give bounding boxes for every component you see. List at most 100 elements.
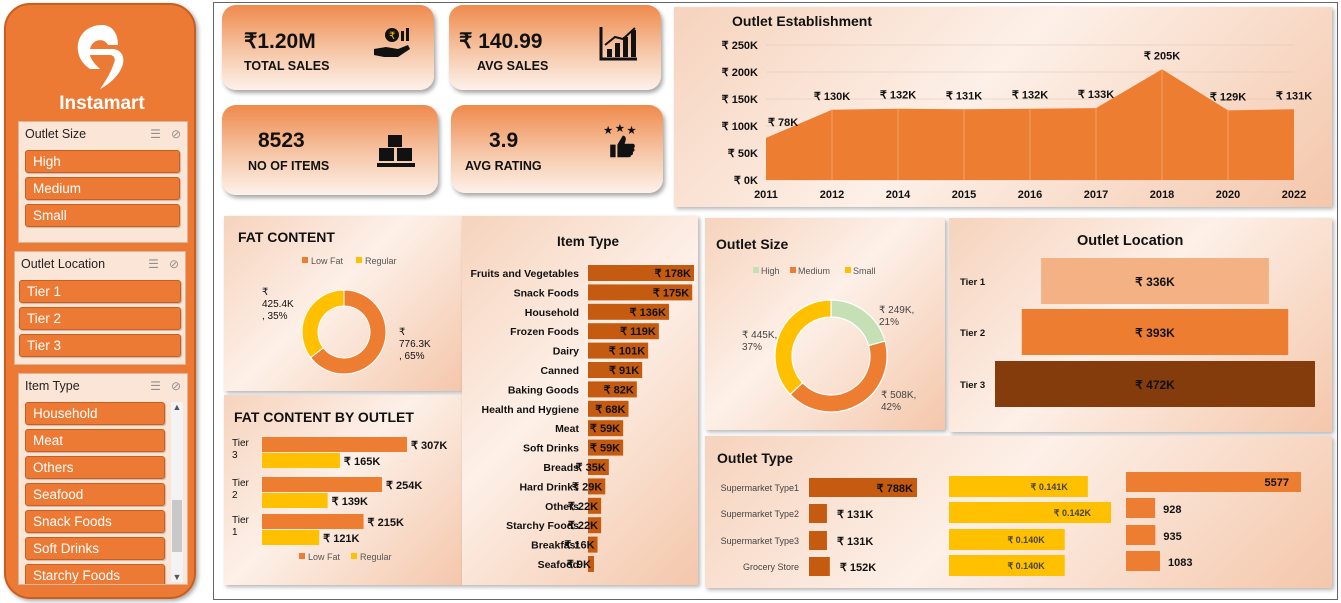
data-label: ₹ 131K bbox=[837, 536, 873, 548]
x-tick-label: 2012 bbox=[820, 189, 844, 201]
data-label: ₹ 175K bbox=[653, 287, 689, 299]
bar bbox=[588, 556, 594, 572]
data-label: ₹ 82K bbox=[604, 384, 634, 396]
data-label: 928 bbox=[1163, 504, 1181, 516]
bar bbox=[262, 530, 320, 545]
data-label: ₹ 393K bbox=[1135, 326, 1175, 340]
category-label: Tier 3 bbox=[232, 438, 250, 461]
data-label: ₹ 130K bbox=[814, 91, 850, 103]
panel-outlet-location: Outlet Location Tier 1 ₹ 336K Tier 2 ₹ 393K… bbox=[949, 218, 1332, 432]
category-label: Tier 1 bbox=[232, 515, 250, 538]
clear-filter-icon[interactable]: ⊘ bbox=[170, 379, 181, 393]
bar bbox=[588, 342, 649, 359]
legend-label: Regular bbox=[360, 552, 392, 562]
panel-outlet-type: Outlet Type Supermarket Type1 Supermarket… bbox=[705, 436, 1332, 588]
bar bbox=[588, 459, 609, 475]
slicer-item-household[interactable]: Household bbox=[25, 402, 165, 425]
slicer-item-type: Item Type ☰ ⊘ Household Meat Others Seafo… bbox=[18, 373, 188, 585]
bar bbox=[262, 493, 328, 508]
bar bbox=[809, 478, 917, 497]
panel-fat-by-outlet: FAT CONTENT BY OUTLET Tier 3 ₹ 307K ₹ 165K T… bbox=[224, 395, 462, 585]
slicer-item-small[interactable]: Small bbox=[25, 204, 180, 227]
slicer-outlet-size: Outlet Size ☰ ⊘ High Medium Small bbox=[18, 121, 188, 243]
category-label: Tier 1 bbox=[960, 277, 986, 288]
y-tick-label: ₹ 0K bbox=[734, 175, 758, 187]
bar bbox=[262, 453, 340, 468]
data-label: ₹ 178K bbox=[655, 268, 691, 280]
data-label: ₹ 307K bbox=[411, 440, 447, 452]
category-label: Tier 3 bbox=[960, 380, 985, 391]
data-label: ₹776.3K, 65% bbox=[399, 327, 431, 362]
data-label: 935 bbox=[1163, 531, 1181, 543]
slicer-item-tier-1[interactable]: Tier 1 bbox=[19, 280, 181, 303]
slicer-scrollbar[interactable]: ▲ ▼ bbox=[171, 402, 183, 582]
scrollbar-thumb[interactable] bbox=[172, 500, 182, 552]
category-label: Dairy bbox=[553, 346, 579, 358]
legend-swatch bbox=[299, 553, 305, 559]
data-label: ₹ 788K bbox=[877, 483, 913, 495]
bar bbox=[588, 420, 624, 437]
data-label: 1083 bbox=[1168, 557, 1192, 569]
data-label: ₹ 136K bbox=[630, 307, 666, 319]
slicer-item-soft-drinks[interactable]: Soft Drinks bbox=[25, 537, 165, 560]
category-label: Hard Drinks bbox=[519, 481, 579, 493]
outlet-size-donut-chart: High Medium Small ₹ 249K, 21% ₹ 508K, 42% ₹ 445… bbox=[742, 266, 916, 413]
legend-swatch bbox=[753, 267, 759, 273]
kpi-value: 3.9 bbox=[489, 129, 519, 152]
data-label: ₹ 78K bbox=[768, 117, 798, 129]
money-hand-icon: ₹ bbox=[374, 28, 410, 57]
clear-filter-icon[interactable]: ⊘ bbox=[168, 257, 179, 271]
bar bbox=[588, 303, 669, 320]
bar-chart-icon bbox=[599, 27, 637, 61]
category-label: Others bbox=[545, 501, 579, 513]
legend-swatch bbox=[351, 553, 357, 559]
scroll-down-icon[interactable]: ▼ bbox=[172, 572, 182, 582]
clear-filter-icon[interactable]: ⊘ bbox=[170, 127, 181, 141]
slicer-item-tier-3[interactable]: Tier 3 bbox=[19, 334, 181, 357]
slicer-item-others[interactable]: Others bbox=[25, 456, 165, 479]
svg-text:₹: ₹ bbox=[389, 31, 395, 42]
data-label: ₹ 165K bbox=[344, 456, 380, 468]
multi-select-icon[interactable]: ☰ bbox=[150, 127, 161, 141]
slicer-item-seafood[interactable]: Seafood bbox=[25, 483, 165, 506]
slicer-item-medium[interactable]: Medium bbox=[25, 177, 180, 200]
slicer-item-meat[interactable]: Meat bbox=[25, 429, 165, 452]
data-label: ₹ 205K bbox=[1144, 50, 1180, 62]
data-label: ₹ 129K bbox=[1210, 91, 1246, 103]
y-tick-label: ₹ 150K bbox=[722, 94, 758, 106]
legend-swatch bbox=[845, 267, 851, 273]
multi-select-icon[interactable]: ☰ bbox=[148, 257, 159, 271]
data-label: ₹ 445K, 37% bbox=[742, 330, 777, 353]
category-label: Fruits and Vegetables bbox=[470, 268, 579, 280]
kpi-value: ₹1.20M bbox=[244, 30, 316, 53]
x-tick-label: 2018 bbox=[1150, 189, 1174, 201]
legend-swatch bbox=[302, 257, 308, 263]
brand-name: Instamart bbox=[59, 93, 145, 114]
category-label: Health and Hygiene bbox=[482, 404, 580, 416]
svg-text:★: ★ bbox=[615, 123, 625, 135]
bar bbox=[1126, 551, 1160, 571]
chart-title: Outlet Location bbox=[1077, 233, 1184, 249]
category-label: Canned bbox=[540, 365, 579, 377]
scroll-up-icon[interactable]: ▲ bbox=[172, 402, 182, 412]
slicer-item-starchy-foods[interactable]: Starchy Foods bbox=[25, 564, 165, 584]
data-label: ₹ 132K bbox=[1012, 90, 1048, 102]
kpi-no-of-items: 8523 NO OF ITEMS bbox=[222, 105, 438, 195]
sidebar: Instamart Outlet Size ☰ ⊘ High Medium Sma… bbox=[4, 3, 196, 599]
item-type-bar-chart: Fruits and Vegetables ₹ 178K Snack Foods ₹ … bbox=[470, 265, 694, 572]
donut-slice bbox=[774, 299, 832, 396]
bar bbox=[588, 478, 606, 495]
chart-title: Item Type bbox=[557, 234, 620, 249]
kpi-total-sales: ₹1.20M TOTAL SALES ₹ bbox=[222, 5, 434, 90]
outlet-establishment-chart: ₹ 0K ₹ 50K ₹ 100K ₹ 150K ₹ 200K ₹ 250K 2011 201… bbox=[722, 40, 1313, 201]
data-label: ₹ 59K bbox=[590, 443, 620, 455]
slicer-item-snack-foods[interactable]: Snack Foods bbox=[25, 510, 165, 533]
bar bbox=[588, 536, 598, 553]
multi-select-icon[interactable]: ☰ bbox=[150, 379, 161, 393]
slicer-item-tier-2[interactable]: Tier 2 bbox=[19, 307, 181, 330]
bar bbox=[588, 323, 659, 340]
slicer-item-high[interactable]: High bbox=[25, 150, 180, 173]
kpi-label: NO OF ITEMS bbox=[248, 159, 330, 173]
data-label: ₹ 9K bbox=[567, 559, 591, 571]
category-label: Supermarket Type3 bbox=[721, 536, 799, 546]
